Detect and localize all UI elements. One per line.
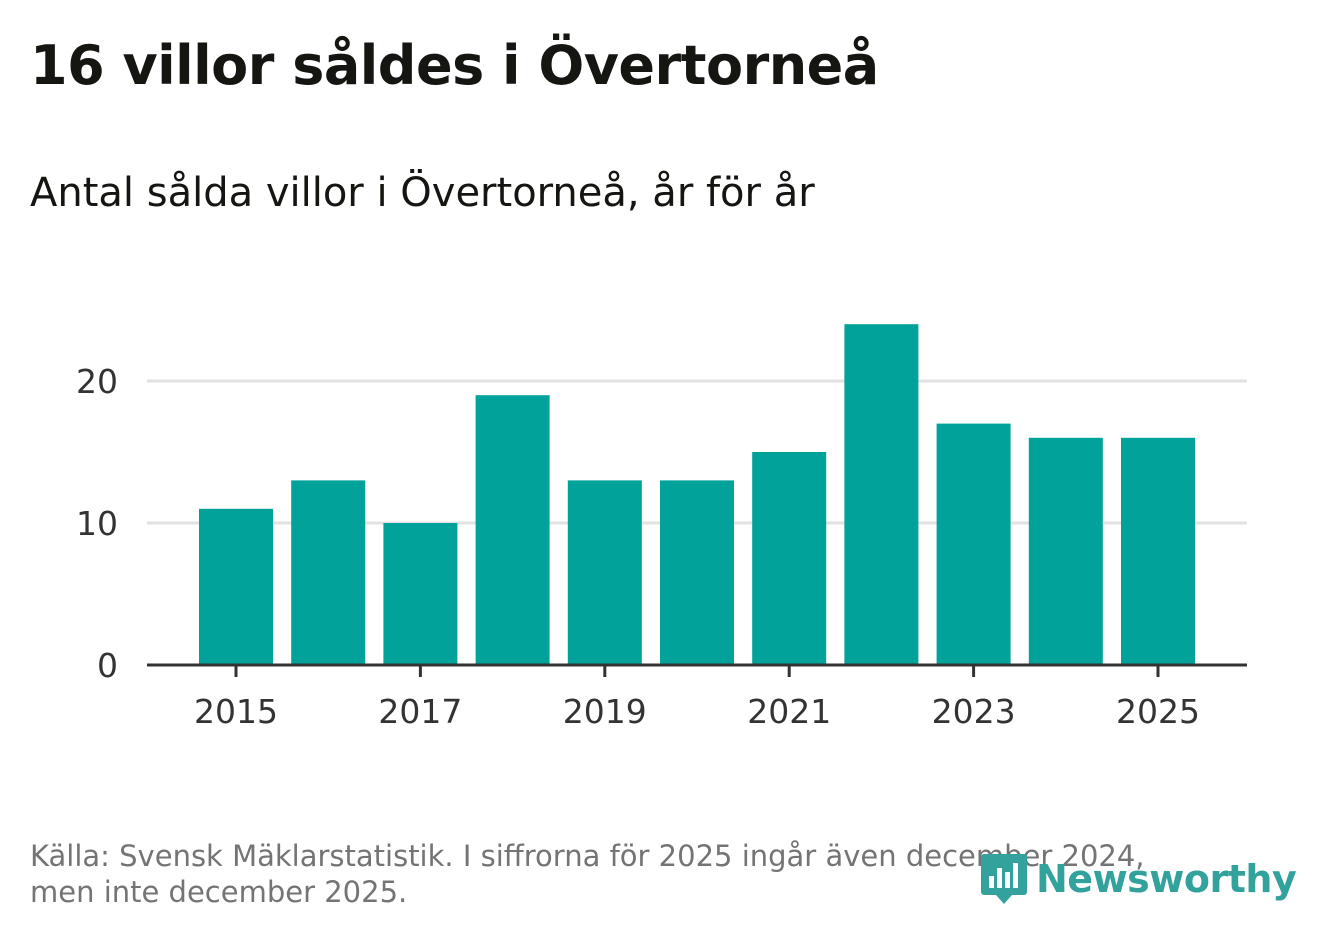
chart-title: 16 villor såldes i Övertorneå bbox=[30, 34, 879, 97]
bar-2015 bbox=[199, 508, 273, 665]
bar-2016 bbox=[291, 480, 366, 665]
x-tick-label-2025: 2025 bbox=[1116, 692, 1200, 731]
bar-chart: 0 10 20 2015 2017 2019 2021 2023 2025 bbox=[76, 324, 1247, 731]
x-tick-label-2023: 2023 bbox=[932, 692, 1016, 731]
y-tick-label-0: 0 bbox=[97, 646, 118, 685]
bar-2018 bbox=[475, 395, 550, 665]
bar-2022 bbox=[844, 324, 919, 665]
x-tick-label-2017: 2017 bbox=[378, 692, 462, 731]
source-note-line-2: men inte december 2025. bbox=[30, 875, 408, 909]
x-axis-labels: 2015 2017 2019 2021 2023 2025 bbox=[194, 692, 1200, 731]
bar-2024 bbox=[1028, 437, 1103, 665]
x-tick-label-2021: 2021 bbox=[747, 692, 831, 731]
bars bbox=[199, 324, 1195, 665]
bar-2025 bbox=[1121, 437, 1195, 665]
source-note: Källa: Svensk Mäklarstatistik. I siffror… bbox=[30, 838, 1270, 910]
newsworthy-logo-icon bbox=[981, 854, 1027, 904]
x-tick-label-2015: 2015 bbox=[194, 692, 278, 731]
bar-2020 bbox=[660, 480, 734, 665]
newsworthy-logo-text: Newsworthy bbox=[1036, 857, 1297, 901]
y-axis-labels: 0 10 20 bbox=[76, 362, 118, 685]
bar-2021 bbox=[752, 452, 827, 665]
bar-2023 bbox=[936, 423, 1011, 665]
bar-2017 bbox=[383, 523, 458, 665]
y-tick-label-20: 20 bbox=[76, 362, 118, 401]
bar-2019 bbox=[567, 480, 642, 665]
x-tick-label-2019: 2019 bbox=[563, 692, 647, 731]
newsworthy-logo: Newsworthy bbox=[980, 852, 1297, 906]
x-axis bbox=[147, 663, 1247, 677]
chart-subtitle: Antal sålda villor i Övertorneå, år för … bbox=[30, 170, 815, 216]
source-note-line-1: Källa: Svensk Mäklarstatistik. I siffror… bbox=[30, 839, 1145, 873]
y-tick-label-10: 10 bbox=[76, 504, 118, 543]
